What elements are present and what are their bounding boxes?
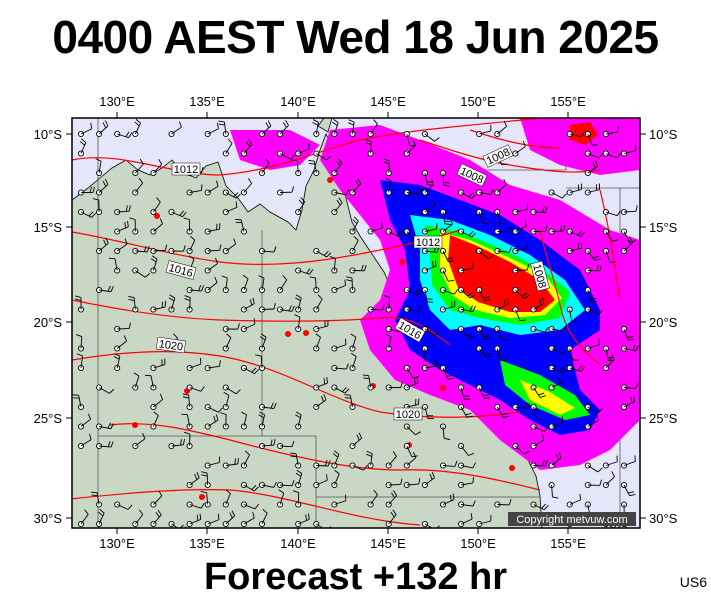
lat-label-left: 20°S [34,315,63,330]
model-code: US6 [680,574,707,590]
lon-label-bottom: 145°E [370,536,406,551]
lon-label-bottom: 135°E [189,536,225,551]
svg-text:1012: 1012 [416,237,440,249]
lon-label-top: 150°E [460,94,496,109]
svg-text:1012: 1012 [174,164,198,176]
lat-axis-right [640,134,646,518]
svg-text:1020: 1020 [396,409,420,421]
lat-label-left: 10°S [34,127,63,142]
copyright-text: Copyright metvuw.com [516,514,627,526]
isobar-label: 1012 [414,236,442,249]
lat-label-right: 25°S [649,411,678,426]
lon-label-bottom: 150°E [460,536,496,551]
lon-label-top: 140°E [280,94,316,109]
lat-label-right: 30°S [649,511,678,526]
lat-axis-left [66,134,72,518]
lon-label-bottom: 140°E [280,536,316,551]
lat-label-left: 25°S [34,411,63,426]
lon-label-bottom: 130°E [99,536,135,551]
lon-label-bottom: 155°E [550,536,586,551]
lon-label-top: 130°E [99,94,135,109]
lon-label-top: 135°E [189,94,225,109]
lat-label-right: 20°S [649,315,678,330]
isobar-label: 1012 [172,163,200,176]
lon-axis-bottom [117,528,568,534]
lat-label-left: 15°S [34,220,63,235]
lon-axis-top [117,112,568,118]
lat-label-left: 30°S [34,511,63,526]
lon-label-top: 155°E [550,94,586,109]
isobar-label: 1020 [394,408,422,421]
lat-label-right: 15°S [649,220,678,235]
forecast-hour-label: Forecast +132 hr [0,556,711,599]
lat-label-right: 10°S [649,127,678,142]
lon-label-top: 145°E [370,94,406,109]
